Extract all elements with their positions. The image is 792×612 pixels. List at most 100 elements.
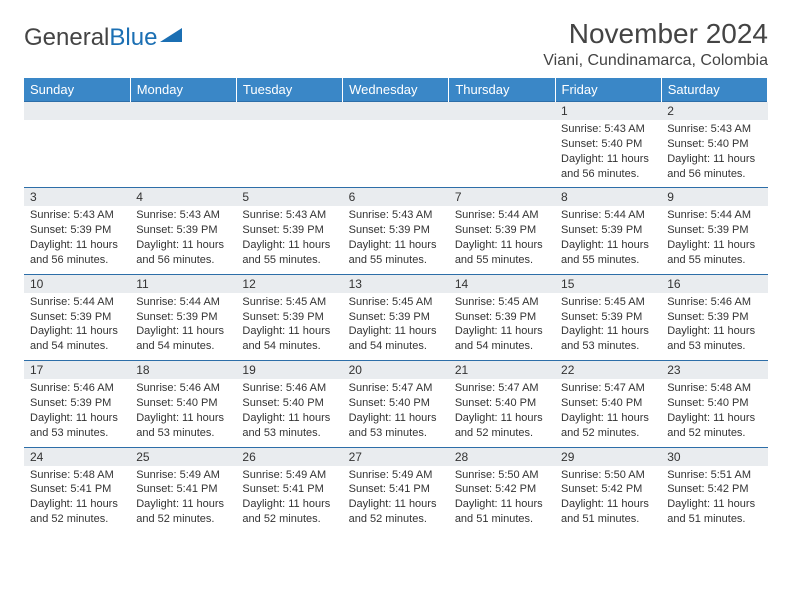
day-info-cell: Sunrise: 5:44 AMSunset: 5:39 PMDaylight:… <box>449 206 555 274</box>
sunrise-text: Sunrise: 5:44 AM <box>30 295 124 310</box>
day-number-row: 17181920212223 <box>24 361 768 380</box>
sunset-text: Sunset: 5:41 PM <box>30 482 124 497</box>
day-number-cell: 3 <box>24 188 130 207</box>
daylight-text: Daylight: 11 hours and 54 minutes. <box>455 324 549 354</box>
sunset-text: Sunset: 5:40 PM <box>455 396 549 411</box>
day-number-row: 10111213141516 <box>24 274 768 293</box>
day-info-cell: Sunrise: 5:49 AMSunset: 5:41 PMDaylight:… <box>236 466 342 533</box>
day-info-cell: Sunrise: 5:44 AMSunset: 5:39 PMDaylight:… <box>130 293 236 361</box>
day-number-cell: 19 <box>236 361 342 380</box>
day-number-cell: 8 <box>555 188 661 207</box>
calendar-table: Sunday Monday Tuesday Wednesday Thursday… <box>24 78 768 533</box>
daylight-text: Daylight: 11 hours and 54 minutes. <box>242 324 336 354</box>
weekday-header: Saturday <box>661 78 767 102</box>
day-info-cell: Sunrise: 5:43 AMSunset: 5:39 PMDaylight:… <box>130 206 236 274</box>
sunset-text: Sunset: 5:39 PM <box>667 310 761 325</box>
day-info-cell: Sunrise: 5:45 AMSunset: 5:39 PMDaylight:… <box>236 293 342 361</box>
sunset-text: Sunset: 5:39 PM <box>30 310 124 325</box>
daylight-text: Daylight: 11 hours and 53 minutes. <box>242 411 336 441</box>
day-number-cell: 10 <box>24 274 130 293</box>
sunrise-text: Sunrise: 5:49 AM <box>242 468 336 483</box>
sunset-text: Sunset: 5:40 PM <box>349 396 443 411</box>
day-info-cell: Sunrise: 5:51 AMSunset: 5:42 PMDaylight:… <box>661 466 767 533</box>
sunset-text: Sunset: 5:41 PM <box>136 482 230 497</box>
day-info-cell: Sunrise: 5:44 AMSunset: 5:39 PMDaylight:… <box>555 206 661 274</box>
sunrise-text: Sunrise: 5:43 AM <box>561 122 655 137</box>
day-info-cell: Sunrise: 5:43 AMSunset: 5:39 PMDaylight:… <box>343 206 449 274</box>
day-info-cell: Sunrise: 5:44 AMSunset: 5:39 PMDaylight:… <box>661 206 767 274</box>
logo: GeneralBlue <box>24 24 186 52</box>
weekday-header-row: Sunday Monday Tuesday Wednesday Thursday… <box>24 78 768 102</box>
day-number-cell <box>343 102 449 121</box>
sunrise-text: Sunrise: 5:44 AM <box>455 208 549 223</box>
day-number-row: 12 <box>24 102 768 121</box>
day-number-cell: 9 <box>661 188 767 207</box>
day-number-cell: 5 <box>236 188 342 207</box>
day-number-cell: 30 <box>661 447 767 466</box>
title-block: November 2024 Viani, Cundinamarca, Colom… <box>543 18 768 70</box>
day-info-cell: Sunrise: 5:43 AMSunset: 5:40 PMDaylight:… <box>661 120 767 188</box>
daylight-text: Daylight: 11 hours and 54 minutes. <box>30 324 124 354</box>
day-info-cell: Sunrise: 5:50 AMSunset: 5:42 PMDaylight:… <box>449 466 555 533</box>
day-info-row: Sunrise: 5:44 AMSunset: 5:39 PMDaylight:… <box>24 293 768 361</box>
sunset-text: Sunset: 5:39 PM <box>30 223 124 238</box>
sunrise-text: Sunrise: 5:46 AM <box>242 381 336 396</box>
day-number-cell: 17 <box>24 361 130 380</box>
sunset-text: Sunset: 5:39 PM <box>455 223 549 238</box>
daylight-text: Daylight: 11 hours and 53 minutes. <box>667 324 761 354</box>
daylight-text: Daylight: 11 hours and 52 minutes. <box>667 411 761 441</box>
day-info-cell: Sunrise: 5:45 AMSunset: 5:39 PMDaylight:… <box>449 293 555 361</box>
weekday-header: Tuesday <box>236 78 342 102</box>
sunrise-text: Sunrise: 5:45 AM <box>242 295 336 310</box>
day-info-cell: Sunrise: 5:46 AMSunset: 5:39 PMDaylight:… <box>24 379 130 447</box>
logo-triangle-icon <box>160 26 186 51</box>
day-info-cell: Sunrise: 5:47 AMSunset: 5:40 PMDaylight:… <box>555 379 661 447</box>
daylight-text: Daylight: 11 hours and 52 minutes. <box>349 497 443 527</box>
sunrise-text: Sunrise: 5:50 AM <box>561 468 655 483</box>
sunrise-text: Sunrise: 5:45 AM <box>561 295 655 310</box>
day-number-cell: 18 <box>130 361 236 380</box>
sunset-text: Sunset: 5:40 PM <box>667 396 761 411</box>
daylight-text: Daylight: 11 hours and 54 minutes. <box>349 324 443 354</box>
day-number-row: 24252627282930 <box>24 447 768 466</box>
day-number-cell <box>236 102 342 121</box>
daylight-text: Daylight: 11 hours and 55 minutes. <box>349 238 443 268</box>
day-info-cell: Sunrise: 5:44 AMSunset: 5:39 PMDaylight:… <box>24 293 130 361</box>
location: Viani, Cundinamarca, Colombia <box>543 52 768 70</box>
day-number-cell: 25 <box>130 447 236 466</box>
day-number-cell: 15 <box>555 274 661 293</box>
sunrise-text: Sunrise: 5:43 AM <box>242 208 336 223</box>
header: GeneralBlue November 2024 Viani, Cundina… <box>24 18 768 70</box>
sunset-text: Sunset: 5:39 PM <box>136 223 230 238</box>
weekday-header: Friday <box>555 78 661 102</box>
sunset-text: Sunset: 5:39 PM <box>349 310 443 325</box>
day-info-cell <box>236 120 342 188</box>
sunset-text: Sunset: 5:39 PM <box>561 310 655 325</box>
logo-word1: General <box>24 24 109 51</box>
sunrise-text: Sunrise: 5:49 AM <box>136 468 230 483</box>
day-info-cell: Sunrise: 5:45 AMSunset: 5:39 PMDaylight:… <box>343 293 449 361</box>
day-info-cell: Sunrise: 5:43 AMSunset: 5:39 PMDaylight:… <box>236 206 342 274</box>
sunset-text: Sunset: 5:39 PM <box>455 310 549 325</box>
daylight-text: Daylight: 11 hours and 55 minutes. <box>667 238 761 268</box>
sunset-text: Sunset: 5:40 PM <box>561 137 655 152</box>
day-number-cell: 2 <box>661 102 767 121</box>
day-number-cell: 6 <box>343 188 449 207</box>
sunrise-text: Sunrise: 5:51 AM <box>667 468 761 483</box>
day-number-cell: 7 <box>449 188 555 207</box>
day-info-cell: Sunrise: 5:46 AMSunset: 5:40 PMDaylight:… <box>130 379 236 447</box>
day-info-cell: Sunrise: 5:50 AMSunset: 5:42 PMDaylight:… <box>555 466 661 533</box>
sunrise-text: Sunrise: 5:47 AM <box>561 381 655 396</box>
sunrise-text: Sunrise: 5:43 AM <box>667 122 761 137</box>
day-number-cell: 26 <box>236 447 342 466</box>
sunrise-text: Sunrise: 5:50 AM <box>455 468 549 483</box>
sunrise-text: Sunrise: 5:48 AM <box>30 468 124 483</box>
weekday-header: Wednesday <box>343 78 449 102</box>
daylight-text: Daylight: 11 hours and 55 minutes. <box>242 238 336 268</box>
day-number-cell: 1 <box>555 102 661 121</box>
daylight-text: Daylight: 11 hours and 52 minutes. <box>136 497 230 527</box>
day-number-cell: 29 <box>555 447 661 466</box>
day-number-cell <box>24 102 130 121</box>
daylight-text: Daylight: 11 hours and 51 minutes. <box>455 497 549 527</box>
sunrise-text: Sunrise: 5:46 AM <box>136 381 230 396</box>
